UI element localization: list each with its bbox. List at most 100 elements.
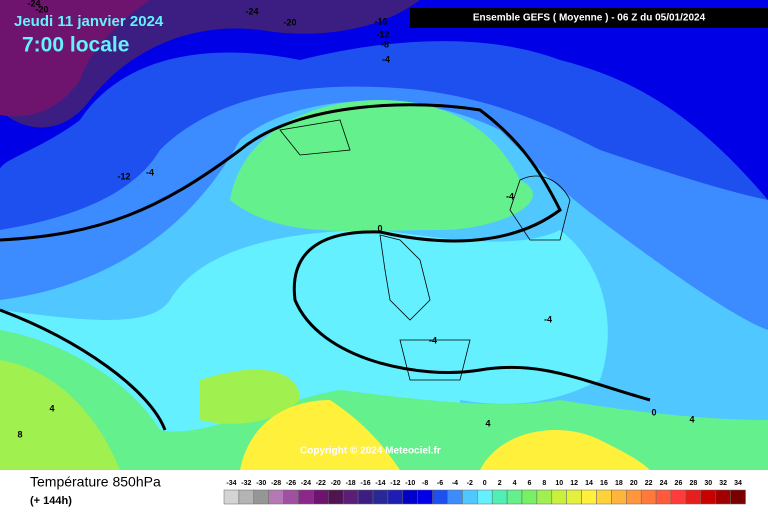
run-info: Ensemble GEFS ( Moyenne ) - 06 Z du 05/0… bbox=[473, 13, 706, 24]
legend-label: 18 bbox=[615, 480, 623, 487]
legend-label: -32 bbox=[241, 480, 251, 487]
legend-swatch bbox=[491, 489, 508, 505]
legend-label: 6 bbox=[527, 480, 531, 487]
contour-label: 4 bbox=[485, 418, 490, 428]
legend-swatch bbox=[372, 489, 389, 505]
legend-label: -16 bbox=[360, 480, 370, 487]
contour-label: -8 bbox=[381, 39, 389, 49]
legend-label: -10 bbox=[405, 480, 415, 487]
legend-label: 32 bbox=[719, 480, 727, 487]
cold-band bbox=[0, 0, 768, 200]
run-box bbox=[410, 8, 768, 28]
legend-label: -8 bbox=[422, 480, 428, 487]
legend-label: 14 bbox=[585, 480, 593, 487]
warm-blob bbox=[230, 100, 533, 232]
legend-label: 10 bbox=[555, 480, 563, 487]
contour-label: -24 bbox=[27, 0, 40, 8]
legend-label: 8 bbox=[542, 480, 546, 487]
legend-label: 0 bbox=[483, 480, 487, 487]
legend-label: 20 bbox=[630, 480, 638, 487]
legend-swatch bbox=[730, 489, 746, 505]
legend-swatch bbox=[685, 489, 702, 505]
legend-label: -34 bbox=[226, 480, 236, 487]
legend-label: -14 bbox=[375, 480, 385, 487]
legend-swatch bbox=[521, 489, 538, 505]
contour-label: -20 bbox=[283, 17, 296, 27]
legend-swatch bbox=[670, 489, 687, 505]
south-yellow bbox=[240, 400, 650, 470]
contour-label: -4 bbox=[544, 314, 552, 324]
contour-label: 8 bbox=[17, 429, 22, 439]
contour-label: 4 bbox=[689, 414, 694, 424]
legend-swatch bbox=[715, 489, 731, 505]
contour-label: 0 bbox=[651, 407, 656, 417]
legend-swatch bbox=[387, 489, 404, 505]
footer-subtitle: (+ 144h) bbox=[30, 495, 72, 507]
legend-label: -24 bbox=[301, 480, 311, 487]
time: 7:00 locale bbox=[22, 34, 129, 57]
contour-label: -4 bbox=[382, 54, 390, 64]
legend-label: 4 bbox=[513, 480, 517, 487]
contour-label: -16 bbox=[374, 16, 387, 26]
legend-swatch bbox=[566, 489, 582, 505]
legend-swatch bbox=[596, 489, 612, 505]
date: Jeudi 11 janvier 2024 bbox=[14, 13, 164, 30]
legend-swatch bbox=[223, 489, 240, 505]
legend-label: 30 bbox=[704, 480, 712, 487]
legend-swatch bbox=[238, 489, 255, 505]
legend-swatch bbox=[655, 489, 672, 505]
legend-swatch bbox=[581, 489, 597, 505]
contour-label: -4 bbox=[506, 191, 514, 201]
legend-label: 24 bbox=[660, 480, 668, 487]
legend-swatch bbox=[536, 489, 553, 505]
contour-label: -4 bbox=[429, 335, 437, 345]
legend-swatch bbox=[283, 489, 299, 505]
legend-label: 12 bbox=[570, 480, 578, 487]
legend-label: 28 bbox=[689, 480, 697, 487]
legend-swatch bbox=[298, 489, 314, 505]
legend-label: -4 bbox=[452, 480, 458, 487]
legend-label: -20 bbox=[331, 480, 341, 487]
copyright: Copyright © 2024 Meteociel.fr bbox=[300, 446, 441, 457]
legend-swatch bbox=[447, 489, 463, 505]
contour-label: 0 bbox=[377, 223, 382, 233]
legend-swatch bbox=[342, 489, 359, 505]
contour-label: -24 bbox=[245, 6, 258, 16]
legend-label: -6 bbox=[437, 480, 443, 487]
legend-swatch bbox=[626, 489, 642, 505]
footer-title: Température 850hPa bbox=[30, 474, 161, 490]
contour-label: -4 bbox=[146, 167, 154, 177]
legend-label: -26 bbox=[286, 480, 296, 487]
legend-swatch bbox=[477, 489, 493, 505]
legend-swatch bbox=[611, 489, 627, 505]
contour-label: -20 bbox=[35, 4, 48, 14]
legend-swatch bbox=[462, 489, 478, 505]
contour-label: 4 bbox=[49, 403, 54, 413]
map-fields bbox=[0, 0, 768, 470]
legend-label: 34 bbox=[734, 480, 742, 487]
legend-swatch bbox=[253, 489, 269, 505]
legend-label: 26 bbox=[675, 480, 683, 487]
legend-label: -28 bbox=[271, 480, 281, 487]
legend-label: -2 bbox=[467, 480, 473, 487]
zero-contour bbox=[0, 103, 651, 431]
legend-label: -12 bbox=[390, 480, 400, 487]
legend-label: -18 bbox=[346, 480, 356, 487]
legend-swatch bbox=[551, 489, 567, 505]
legend-swatch bbox=[402, 489, 418, 505]
legend-swatch bbox=[506, 489, 523, 505]
legend-swatch bbox=[432, 489, 448, 505]
contour-label: -12 bbox=[117, 171, 130, 181]
legend: -34 -32 -30 -28 -26 -24 -22 -20 -18 -16 -14 -12 -10-… bbox=[223, 480, 746, 505]
legend-swatch bbox=[417, 489, 433, 505]
south-lime bbox=[0, 360, 300, 470]
legend-label: 22 bbox=[645, 480, 653, 487]
legend-swatch bbox=[357, 489, 374, 505]
coldest-core bbox=[0, 0, 150, 117]
legend-swatch bbox=[328, 489, 344, 505]
coastlines bbox=[279, 119, 571, 381]
legend-swatch bbox=[268, 489, 284, 505]
legend-label: -22 bbox=[316, 480, 326, 487]
legend-label: -30 bbox=[256, 480, 266, 487]
